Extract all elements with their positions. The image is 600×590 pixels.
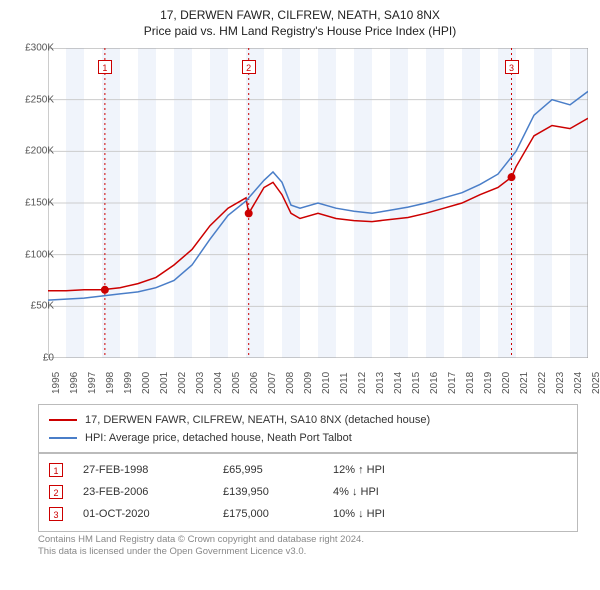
sale-marker: 3 bbox=[49, 507, 63, 521]
x-tick-label: 2001 bbox=[159, 372, 170, 394]
x-tick-label: 2014 bbox=[393, 372, 404, 394]
x-tick-label: 2016 bbox=[429, 372, 440, 394]
y-tick-label: £150K bbox=[8, 198, 54, 209]
x-tick-label: 2017 bbox=[447, 372, 458, 394]
x-tick-label: 2019 bbox=[483, 372, 494, 394]
sale-date: 27-FEB-1998 bbox=[83, 464, 203, 476]
sale-marker: 2 bbox=[49, 485, 63, 499]
x-tick-label: 2005 bbox=[231, 372, 242, 394]
sale-price: £65,995 bbox=[223, 464, 313, 476]
x-tick-label: 2011 bbox=[339, 372, 350, 394]
sale-row: 3 01-OCT-2020 £175,000 10% ↓ HPI bbox=[49, 503, 567, 525]
x-tick-label: 2023 bbox=[555, 372, 566, 394]
chart bbox=[48, 48, 588, 358]
x-tick-label: 2009 bbox=[303, 372, 314, 394]
footer-line: This data is licensed under the Open Gov… bbox=[38, 546, 578, 558]
sales-table: 1 27-FEB-1998 £65,995 12% ↑ HPI 2 23-FEB… bbox=[38, 452, 578, 532]
legend: 17, DERWEN FAWR, CILFREW, NEATH, SA10 8N… bbox=[38, 404, 578, 454]
footer-attribution: Contains HM Land Registry data © Crown c… bbox=[38, 534, 578, 559]
y-tick-label: £100K bbox=[8, 249, 54, 260]
sale-row: 2 23-FEB-2006 £139,950 4% ↓ HPI bbox=[49, 481, 567, 503]
x-tick-label: 2025 bbox=[591, 372, 600, 394]
x-axis-labels: 1995 1996 1997 1998 1999 2000 2001 2002 2003 2004… bbox=[48, 362, 588, 402]
x-tick-label: 2018 bbox=[465, 372, 476, 394]
chart-sale-marker: 2 bbox=[242, 60, 256, 74]
sale-price: £175,000 bbox=[223, 508, 313, 520]
sale-date: 01-OCT-2020 bbox=[83, 508, 203, 520]
legend-item: 17, DERWEN FAWR, CILFREW, NEATH, SA10 8N… bbox=[49, 411, 567, 429]
legend-label: HPI: Average price, detached house, Neat… bbox=[85, 432, 352, 444]
x-tick-label: 2002 bbox=[177, 372, 188, 394]
y-tick-label: £300K bbox=[8, 43, 54, 54]
x-tick-label: 2013 bbox=[375, 372, 386, 394]
sale-marker: 1 bbox=[49, 463, 63, 477]
sale-delta: 10% ↓ HPI bbox=[333, 508, 443, 520]
x-tick-label: 2021 bbox=[519, 372, 530, 394]
x-tick-label: 2012 bbox=[357, 372, 368, 394]
x-tick-label: 2022 bbox=[537, 372, 548, 394]
x-tick-label: 1998 bbox=[105, 372, 116, 394]
sale-row: 1 27-FEB-1998 £65,995 12% ↑ HPI bbox=[49, 459, 567, 481]
x-tick-label: 2004 bbox=[213, 372, 224, 394]
x-tick-label: 2024 bbox=[573, 372, 584, 394]
x-tick-label: 2003 bbox=[195, 372, 206, 394]
chart-sale-marker: 3 bbox=[505, 60, 519, 74]
sale-delta: 4% ↓ HPI bbox=[333, 486, 443, 498]
title-subtitle: Price paid vs. HM Land Registry's House … bbox=[0, 24, 600, 38]
sale-date: 23-FEB-2006 bbox=[83, 486, 203, 498]
x-tick-label: 2006 bbox=[249, 372, 260, 394]
x-tick-label: 2020 bbox=[501, 372, 512, 394]
x-tick-label: 2007 bbox=[267, 372, 278, 394]
y-tick-label: £50K bbox=[8, 301, 54, 312]
x-tick-label: 2008 bbox=[285, 372, 296, 394]
x-tick-label: 1995 bbox=[51, 372, 62, 394]
legend-label: 17, DERWEN FAWR, CILFREW, NEATH, SA10 8N… bbox=[85, 414, 430, 426]
x-tick-label: 1999 bbox=[123, 372, 134, 394]
x-tick-label: 1996 bbox=[69, 372, 80, 394]
y-tick-label: £200K bbox=[8, 146, 54, 157]
chart-sale-marker: 1 bbox=[98, 60, 112, 74]
title-address: 17, DERWEN FAWR, CILFREW, NEATH, SA10 8N… bbox=[0, 8, 600, 22]
footer-line: Contains HM Land Registry data © Crown c… bbox=[38, 534, 578, 546]
x-tick-label: 2010 bbox=[321, 372, 332, 394]
x-tick-label: 1997 bbox=[87, 372, 98, 394]
legend-swatch bbox=[49, 419, 77, 421]
sale-delta: 12% ↑ HPI bbox=[333, 464, 443, 476]
x-tick-label: 2000 bbox=[141, 372, 152, 394]
y-tick-label: £250K bbox=[8, 94, 54, 105]
legend-item: HPI: Average price, detached house, Neat… bbox=[49, 429, 567, 447]
legend-swatch bbox=[49, 437, 77, 439]
sale-price: £139,950 bbox=[223, 486, 313, 498]
x-tick-label: 2015 bbox=[411, 372, 422, 394]
